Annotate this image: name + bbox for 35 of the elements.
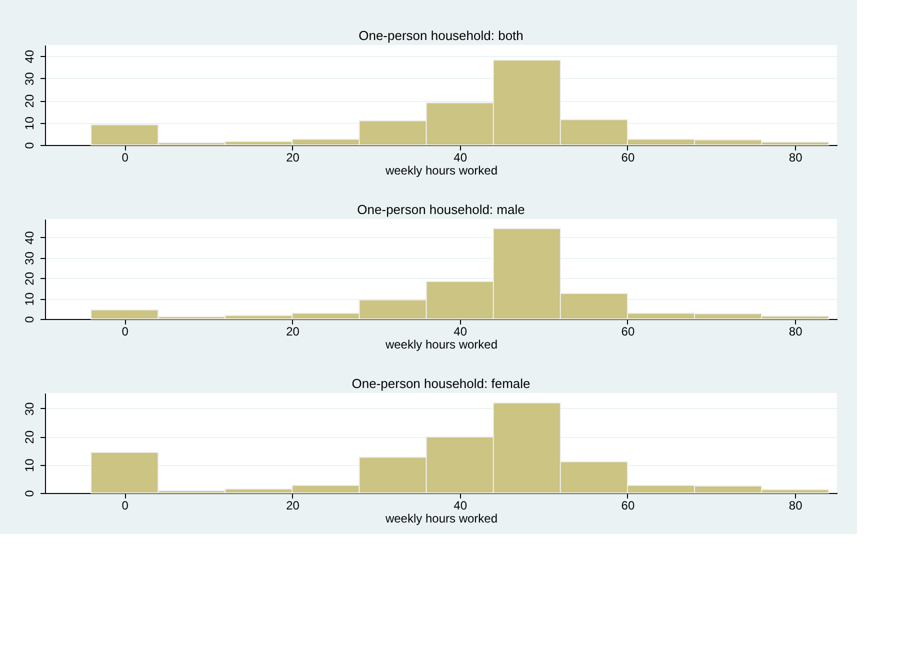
x-tick-label: 0 bbox=[122, 324, 129, 338]
x-tick-label: 60 bbox=[621, 150, 635, 164]
x-tick-label: 40 bbox=[454, 498, 468, 512]
y-tick-label: 0 bbox=[22, 316, 36, 323]
chart-title: One-person household: female bbox=[352, 376, 530, 391]
y-tick-label: 20 bbox=[22, 94, 36, 108]
x-tick-label: 20 bbox=[286, 498, 300, 512]
x-axis-title: weekly hours worked bbox=[384, 164, 498, 178]
x-tick-label: 0 bbox=[122, 498, 129, 512]
x-tick-label: 60 bbox=[621, 324, 635, 338]
y-tick-label: 10 bbox=[22, 116, 36, 130]
y-tick-label: 30 bbox=[22, 72, 36, 86]
x-tick-label: 40 bbox=[454, 150, 468, 164]
x-tick-label: 80 bbox=[788, 150, 803, 164]
x-tick-label: 0 bbox=[122, 150, 129, 164]
y-tick-label: 40 bbox=[22, 50, 36, 64]
x-tick-label: 80 bbox=[788, 498, 803, 512]
x-axis-title: weekly hours worked bbox=[384, 338, 498, 352]
chart-title: One-person household: both bbox=[358, 28, 524, 43]
chart-title: One-person household: male bbox=[357, 202, 525, 217]
y-tick-label: 0 bbox=[22, 142, 36, 149]
y-tick-label: 10 bbox=[22, 458, 36, 472]
y-tick-label: 30 bbox=[22, 402, 36, 416]
x-tick-label: 80 bbox=[788, 324, 803, 338]
y-tick-label: 20 bbox=[22, 272, 36, 286]
y-tick-label: 10 bbox=[22, 292, 36, 306]
x-tick-label: 40 bbox=[454, 324, 468, 338]
y-tick-label: 40 bbox=[22, 230, 36, 245]
x-tick-label: 20 bbox=[286, 150, 300, 164]
x-tick-label: 20 bbox=[286, 324, 300, 338]
y-tick-label: 0 bbox=[22, 490, 36, 497]
y-tick-label: 20 bbox=[22, 430, 36, 444]
x-tick-label: 60 bbox=[621, 498, 635, 512]
x-axis-title: weekly hours worked bbox=[384, 512, 498, 526]
y-tick-label: 30 bbox=[22, 251, 36, 265]
